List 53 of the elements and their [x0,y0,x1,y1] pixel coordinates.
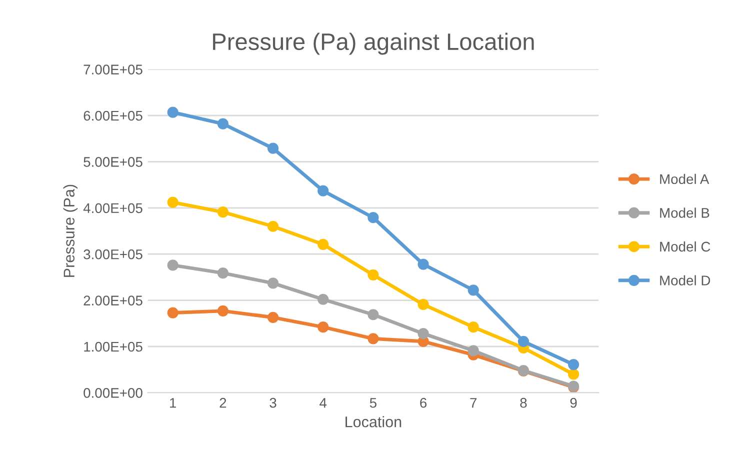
point [368,309,379,320]
y-tick-label: 6.00E+05 [84,110,142,121]
point [217,305,228,316]
y-tick-label: 0.00E+00 [84,388,142,398]
point [167,106,178,118]
y-tick-label: 4.00E+05 [83,203,142,214]
point [167,196,178,208]
y-tick-label: 1.00E+05 [84,342,142,352]
x-tick-label: 1 [170,398,176,408]
point [468,322,479,333]
x-axis-title: Location [346,416,402,428]
legend-label: Model A [660,174,710,184]
point [468,284,479,296]
point [318,185,329,196]
y-tick-label: 5.00E+05 [84,157,142,167]
point [217,118,228,130]
point [167,260,178,271]
point [418,258,429,270]
point [418,298,429,310]
legend-label: Model C [660,241,710,252]
y-tick-label: 7.00E+05 [84,64,142,74]
point [518,336,530,347]
x-tick-label: 8 [520,398,527,408]
y-tick-label: 2.00E+05 [84,296,142,306]
point [267,142,279,154]
y-axis-title: Pressure (Pa) [63,184,78,277]
point [368,212,379,224]
point [368,269,379,280]
point [318,238,329,250]
point [217,267,228,279]
legend-label: Model D [660,275,710,286]
x-tick-label: 4 [320,398,327,408]
x-tick-label: 5 [370,398,376,408]
point [318,294,329,305]
point [267,312,279,323]
x-tick-label: 9 [570,398,577,408]
point [468,345,479,356]
chart-title: Pressure (Pa) against Location [213,32,534,55]
point [568,358,580,370]
point [167,307,178,318]
point [368,333,379,344]
point [318,322,329,333]
x-tick-label: 3 [270,398,276,408]
x-tick-label: 6 [420,398,427,408]
point [267,278,279,289]
point [568,368,580,380]
x-tick-label: 7 [470,398,477,408]
y-tick-label: 3.00E+05 [84,249,142,260]
point [418,328,429,340]
x-tick-label: 2 [220,398,226,408]
legend-label: Model B [660,208,710,218]
point [217,206,228,218]
point [267,220,279,232]
